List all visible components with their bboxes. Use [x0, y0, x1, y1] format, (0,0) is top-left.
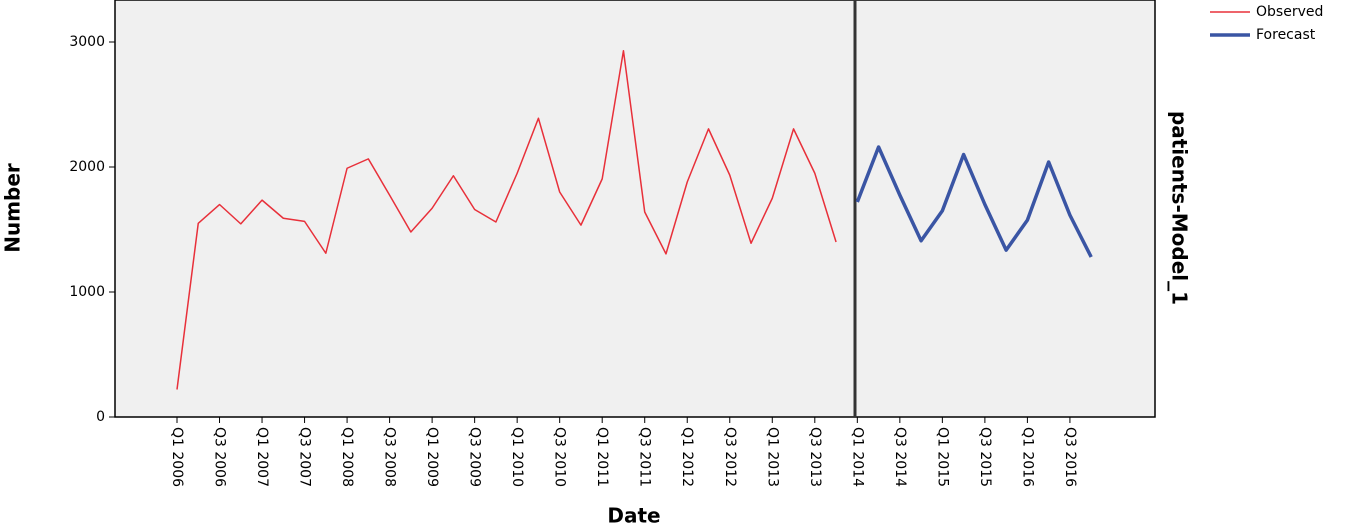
x-tick-label: Q1 2013 — [764, 427, 780, 487]
x-tick-label: Q3 2015 — [977, 427, 993, 487]
x-tick-label: Q1 2012 — [679, 427, 695, 487]
x-tick-label: Q1 2016 — [1019, 427, 1035, 487]
x-tick-label: Q1 2010 — [509, 427, 525, 487]
x-tick-label: Q3 2008 — [382, 427, 398, 487]
panel-label: patients-Model_1 — [1168, 111, 1192, 305]
x-tick-label: Q3 2010 — [552, 427, 568, 487]
x-tick-label: Q1 2009 — [424, 427, 440, 487]
x-tick-label: Q1 2015 — [934, 427, 950, 487]
x-tick-label: Q3 2014 — [892, 427, 908, 487]
x-tick-label: Q1 2014 — [849, 427, 865, 487]
x-tick-label: Q3 2013 — [807, 427, 823, 487]
x-tick-label: Q1 2006 — [169, 427, 185, 487]
x-axis-label: Date — [607, 504, 660, 528]
x-tick-label: Q1 2011 — [594, 427, 610, 487]
y-tick-label: 0 — [96, 409, 105, 425]
x-tick-label: Q3 2007 — [297, 427, 313, 487]
series-line — [176, 50, 837, 390]
x-tick-label: Q3 2012 — [722, 427, 738, 487]
x-tick-label: Q3 2006 — [212, 427, 228, 487]
legend-label: Forecast — [1256, 27, 1316, 43]
plot-area — [114, 0, 1156, 418]
y-axis-label: Number — [1, 163, 25, 253]
y-tick-label: 3000 — [69, 34, 105, 50]
x-tick-label: Q1 2008 — [339, 427, 355, 487]
series-line — [855, 145, 1093, 258]
x-tick-label: Q3 2009 — [467, 427, 483, 487]
x-tick-label: Q1 2007 — [254, 427, 270, 487]
legend-label: Observed — [1256, 4, 1323, 20]
x-tick-label: Q3 2016 — [1062, 427, 1078, 487]
y-tick-label: 1000 — [69, 284, 105, 300]
y-tick-label: 2000 — [69, 159, 105, 175]
x-tick-label: Q3 2011 — [637, 427, 653, 487]
